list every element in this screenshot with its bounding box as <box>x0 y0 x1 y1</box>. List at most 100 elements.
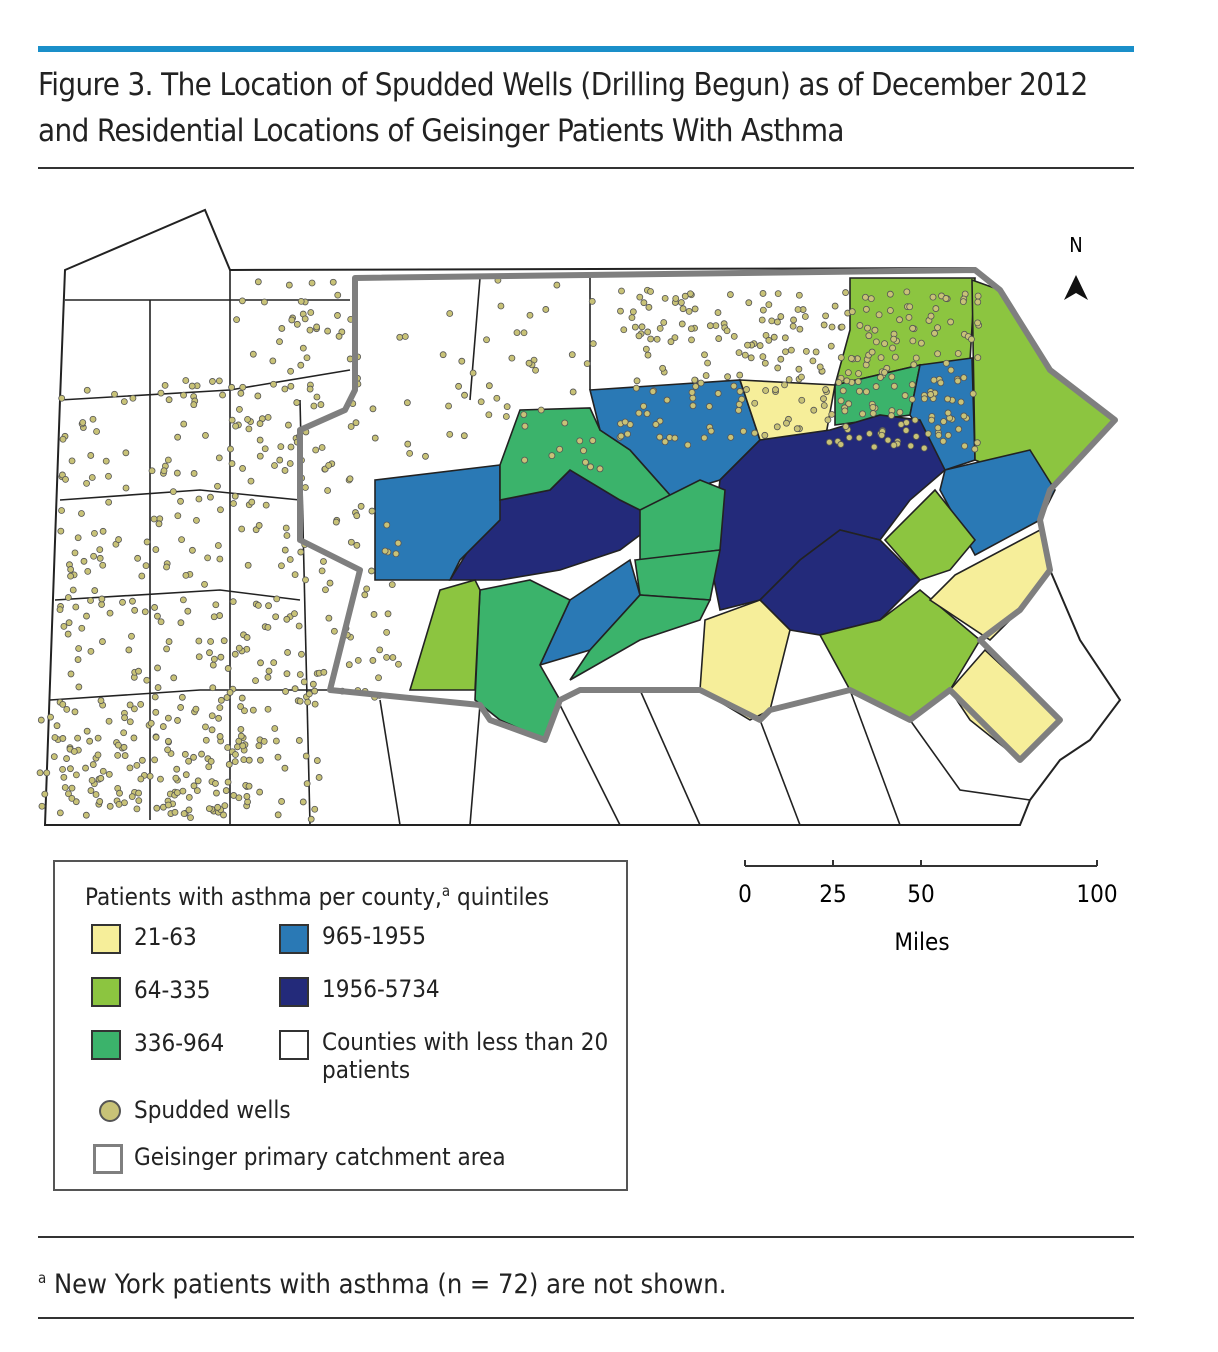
well-dot <box>67 670 75 678</box>
well-dot <box>115 536 122 543</box>
well-dot <box>303 354 311 362</box>
well-dot <box>403 399 411 407</box>
well-dot <box>751 429 759 437</box>
well-dot <box>138 756 146 764</box>
well-dot <box>89 415 97 423</box>
well-dot <box>828 323 836 331</box>
well-dot <box>87 787 95 794</box>
well-dot <box>383 653 390 661</box>
well-dot <box>195 495 203 503</box>
well-dot <box>392 550 400 558</box>
well-dot <box>297 361 305 369</box>
well-dot <box>238 525 246 533</box>
well-dot <box>483 336 490 344</box>
well-dot <box>868 348 876 356</box>
well-dot <box>126 701 134 709</box>
well-dot <box>759 353 767 361</box>
well-dot <box>912 433 920 440</box>
well-dot <box>727 433 735 441</box>
well-dot <box>957 398 965 406</box>
county <box>709 414 946 611</box>
well-dot <box>927 391 935 398</box>
well-dot <box>937 379 945 387</box>
well-dot <box>99 638 106 645</box>
well-dot <box>789 322 797 330</box>
well-dot <box>848 355 855 362</box>
well-dot <box>848 308 856 316</box>
well-dot <box>867 295 875 303</box>
well-dot <box>406 449 414 457</box>
well-dot <box>238 297 246 305</box>
well-dot <box>330 627 338 635</box>
well-dot <box>569 388 577 396</box>
well-dot <box>839 387 847 395</box>
well-dot <box>237 703 244 710</box>
well-dot <box>257 659 264 667</box>
well-dot <box>202 432 209 439</box>
well-dot <box>190 782 198 790</box>
well-dot <box>715 335 723 342</box>
well-dot <box>142 562 150 570</box>
well-dot <box>75 645 83 652</box>
well-dot <box>254 602 262 609</box>
well-dot <box>960 374 968 382</box>
well-dot <box>862 293 869 301</box>
well-dot <box>151 756 159 764</box>
well-dot <box>689 394 697 402</box>
well-dot <box>781 334 789 342</box>
well-dot <box>751 399 759 407</box>
well-dot <box>493 394 501 402</box>
well-dot <box>617 432 625 440</box>
well-dot <box>310 402 318 410</box>
well-dot <box>798 396 806 404</box>
well-dot <box>389 654 397 661</box>
well-dot <box>185 806 193 814</box>
well-dot <box>224 744 232 751</box>
well-dot <box>195 637 203 645</box>
legend-title: Patients with asthma per county,a quinti… <box>85 876 549 912</box>
well-dot <box>872 338 880 346</box>
well-dot <box>171 808 179 816</box>
well-dot <box>376 646 384 654</box>
well-dot <box>404 440 412 448</box>
well-dot <box>62 475 69 483</box>
well-dot <box>640 299 648 307</box>
well-dot <box>827 342 835 350</box>
well-dot <box>131 705 138 713</box>
well-dot <box>154 612 161 620</box>
well-dot <box>216 612 224 619</box>
well-dot <box>257 756 264 764</box>
well-dot <box>736 371 744 379</box>
well-dot <box>735 406 742 414</box>
well-dot <box>656 433 664 441</box>
well-dot <box>684 441 692 449</box>
well-dot <box>87 597 94 604</box>
well-dot <box>502 413 510 420</box>
well-dot <box>589 340 597 348</box>
well-dot <box>215 454 223 462</box>
well-dot <box>63 755 70 762</box>
legend-swatch <box>279 1030 309 1060</box>
well-dot <box>866 430 873 438</box>
well-dot <box>909 324 917 332</box>
well-dot <box>105 770 113 778</box>
well-dot <box>143 676 151 684</box>
well-dot <box>383 521 391 529</box>
well-dot <box>302 484 309 491</box>
well-dot <box>730 332 738 340</box>
well-dot <box>439 351 447 359</box>
well-dot <box>228 460 236 467</box>
well-dot <box>685 307 693 315</box>
well-dot <box>80 557 88 565</box>
well-dot <box>765 301 773 309</box>
legend-title-end: quintiles <box>457 883 550 911</box>
well-dot <box>700 434 708 442</box>
well-dot <box>99 767 107 775</box>
well-dot <box>72 771 80 779</box>
well-dot <box>947 318 954 326</box>
well-dot <box>968 335 975 343</box>
well-dot <box>553 281 561 289</box>
county-line <box>379 699 401 826</box>
well-dot <box>864 324 871 332</box>
well-dot <box>173 765 181 773</box>
